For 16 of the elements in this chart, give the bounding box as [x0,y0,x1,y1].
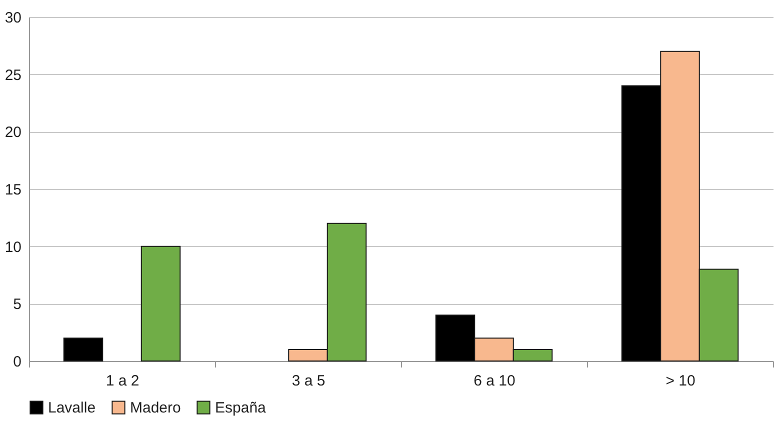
y-tick-label: 0 [13,354,22,370]
y-tick-label: 10 [4,238,22,256]
x-tick-label: 3 a 5 [292,372,326,390]
y-tick-label: 15 [4,182,22,198]
x-tick-label: 1 a 2 [106,372,140,390]
bar [63,338,104,362]
x-tick-label: 6 a 10 [474,372,516,390]
x-tick-label: > 10 [666,372,696,390]
legend-label: Lavalle [48,400,96,417]
legend-label: España [215,400,267,417]
y-tick-label: 5 [13,296,22,314]
y-tick-label: 30 [4,10,22,26]
bar [140,246,181,362]
y-tick-label: 20 [4,124,22,142]
y-tick-label: 25 [4,66,22,84]
legend-label: Madero [130,400,181,417]
